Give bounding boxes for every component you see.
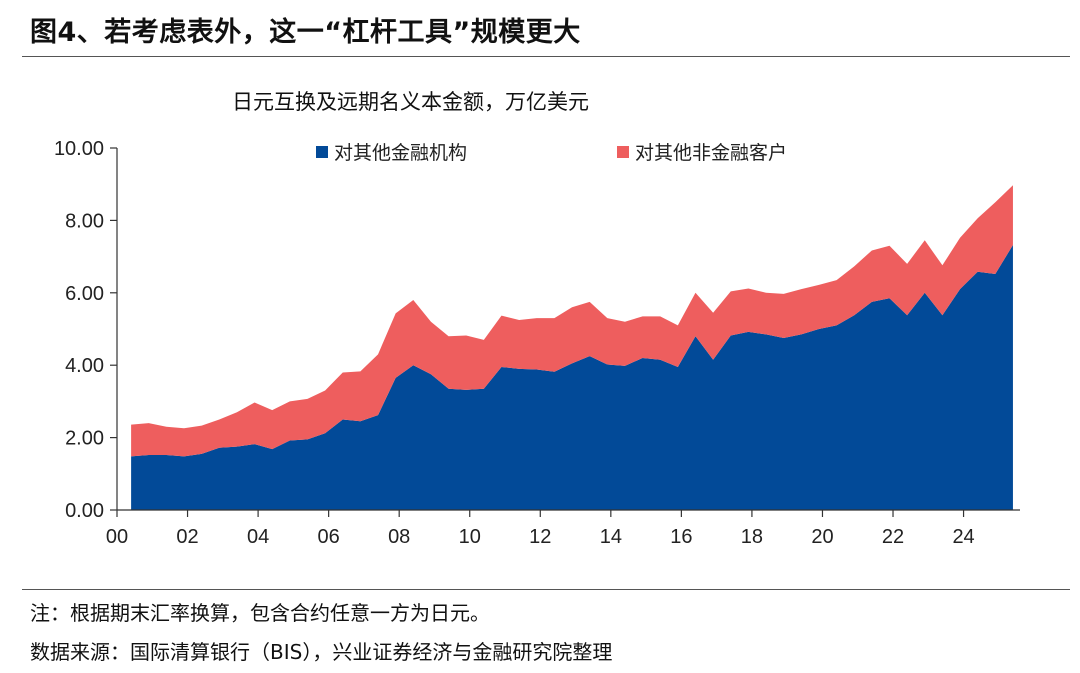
- x-tick-label: 18: [741, 526, 763, 548]
- legend-label: 对其他金融机构: [334, 142, 467, 164]
- x-tick-label: 00: [106, 526, 128, 548]
- x-tick-label: 02: [176, 526, 198, 548]
- chart-note: 注：根据期末汇率换算，包含合约任意一方为日元。: [30, 601, 490, 625]
- x-tick-label: 14: [600, 526, 622, 548]
- x-tick-label: 24: [952, 526, 974, 548]
- x-tick-label: 10: [459, 526, 481, 548]
- title-divider: [22, 56, 1070, 57]
- chart-source: 数据来源：国际清算银行（BIS），兴业证券经济与金融研究院整理: [30, 640, 613, 664]
- footer-divider: [22, 589, 1070, 590]
- series-areas: [131, 185, 1013, 511]
- x-tick-label: 08: [388, 526, 410, 548]
- y-tick-label: 0.00: [65, 500, 104, 522]
- chart-axes: 0.00 2.00 4.00 6.00 8.00 10.00 00 02 04 06 08 10 12 1…: [54, 138, 1020, 548]
- legend-swatch: [617, 146, 629, 158]
- legend-swatch: [316, 146, 328, 158]
- figure-title: 图4、若考虑表外，这一“杠杆工具”规模更大: [30, 17, 581, 48]
- x-tick-label: 16: [670, 526, 692, 548]
- chart-legend: 对其他金融机构 对其他非金融客户: [316, 142, 787, 164]
- area-series-2: [131, 185, 1013, 457]
- x-tick-label: 04: [247, 526, 269, 548]
- area-series-1: [131, 245, 1013, 511]
- y-tick-label: 4.00: [65, 355, 104, 377]
- x-tick-label: 12: [529, 526, 551, 548]
- legend-label: 对其他非金融客户: [635, 142, 787, 164]
- x-tick-label: 20: [811, 526, 833, 548]
- chart-title: 日元互换及远期名义本金额，万亿美元: [232, 90, 589, 114]
- y-tick-label: 6.00: [65, 283, 104, 305]
- y-tick-label: 8.00: [65, 210, 104, 232]
- x-tick-label: 22: [882, 526, 904, 548]
- x-tick-label: 06: [318, 526, 340, 548]
- y-tick-label: 10.00: [54, 138, 104, 160]
- y-tick-label: 2.00: [65, 428, 104, 450]
